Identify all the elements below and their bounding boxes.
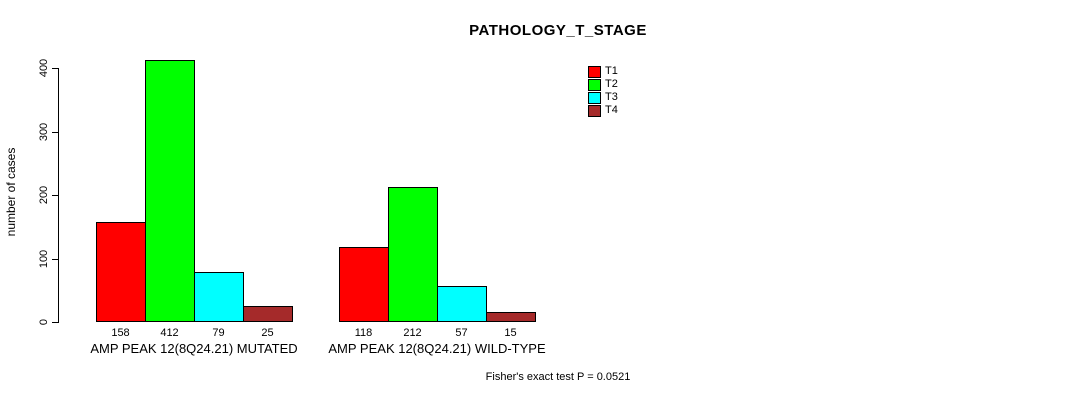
y-tick-mark [52, 131, 58, 133]
legend-row: T3 [588, 91, 618, 104]
bar-value-label: 412 [160, 327, 179, 339]
bar-t3 [437, 286, 487, 322]
bar-value-label: 118 [354, 327, 373, 339]
legend-swatch-t1 [588, 65, 601, 78]
bar-value-label: 212 [403, 327, 422, 339]
y-axis-label: number of cases [4, 147, 18, 237]
y-tick-label: 300 [38, 122, 50, 141]
bar-value-label: 15 [504, 327, 517, 339]
y-tick-label: 100 [38, 249, 50, 268]
legend-label: T4 [605, 104, 618, 116]
legend-row: T4 [588, 104, 618, 117]
legend-label: T1 [605, 65, 618, 77]
footnote-text: Fisher's exact test P = 0.0521 [485, 371, 631, 383]
bar-value-label: 158 [111, 327, 130, 339]
y-tick-label: 400 [38, 58, 50, 78]
y-axis-line [58, 68, 59, 323]
bar-t2 [388, 187, 438, 322]
y-tick-label: 200 [38, 185, 50, 205]
legend-row: T1 [588, 65, 618, 78]
bar-t3 [194, 272, 244, 322]
y-tick-mark [52, 195, 58, 196]
group-label: AMP PEAK 12(8Q24.21) MUTATED [90, 341, 298, 356]
legend-row: T2 [588, 78, 618, 91]
bar-value-label: 25 [261, 327, 274, 339]
y-tick-mark [52, 68, 58, 69]
bar-t4 [486, 312, 536, 322]
legend-label: T3 [605, 91, 618, 103]
legend-label: T2 [605, 78, 618, 90]
y-tick-mark [52, 258, 58, 260]
legend-swatch-t2 [588, 78, 601, 91]
bar-t1 [96, 222, 146, 322]
y-tick-label: 0 [38, 318, 50, 326]
legend-swatch-t3 [588, 91, 601, 104]
y-tick-mark [52, 322, 58, 323]
legend-swatch-t4 [588, 104, 601, 117]
bar-value-label: 79 [212, 327, 225, 339]
bar-t4 [243, 306, 293, 322]
chart-title: PATHOLOGY_T_STAGE [469, 22, 647, 39]
bar-t1 [339, 247, 389, 322]
bar-value-label: 57 [455, 327, 468, 339]
group-label: AMP PEAK 12(8Q24.21) WILD-TYPE [328, 341, 546, 356]
legend: T1 T2 T3 T4 [588, 65, 618, 117]
bar-t2 [145, 60, 195, 322]
